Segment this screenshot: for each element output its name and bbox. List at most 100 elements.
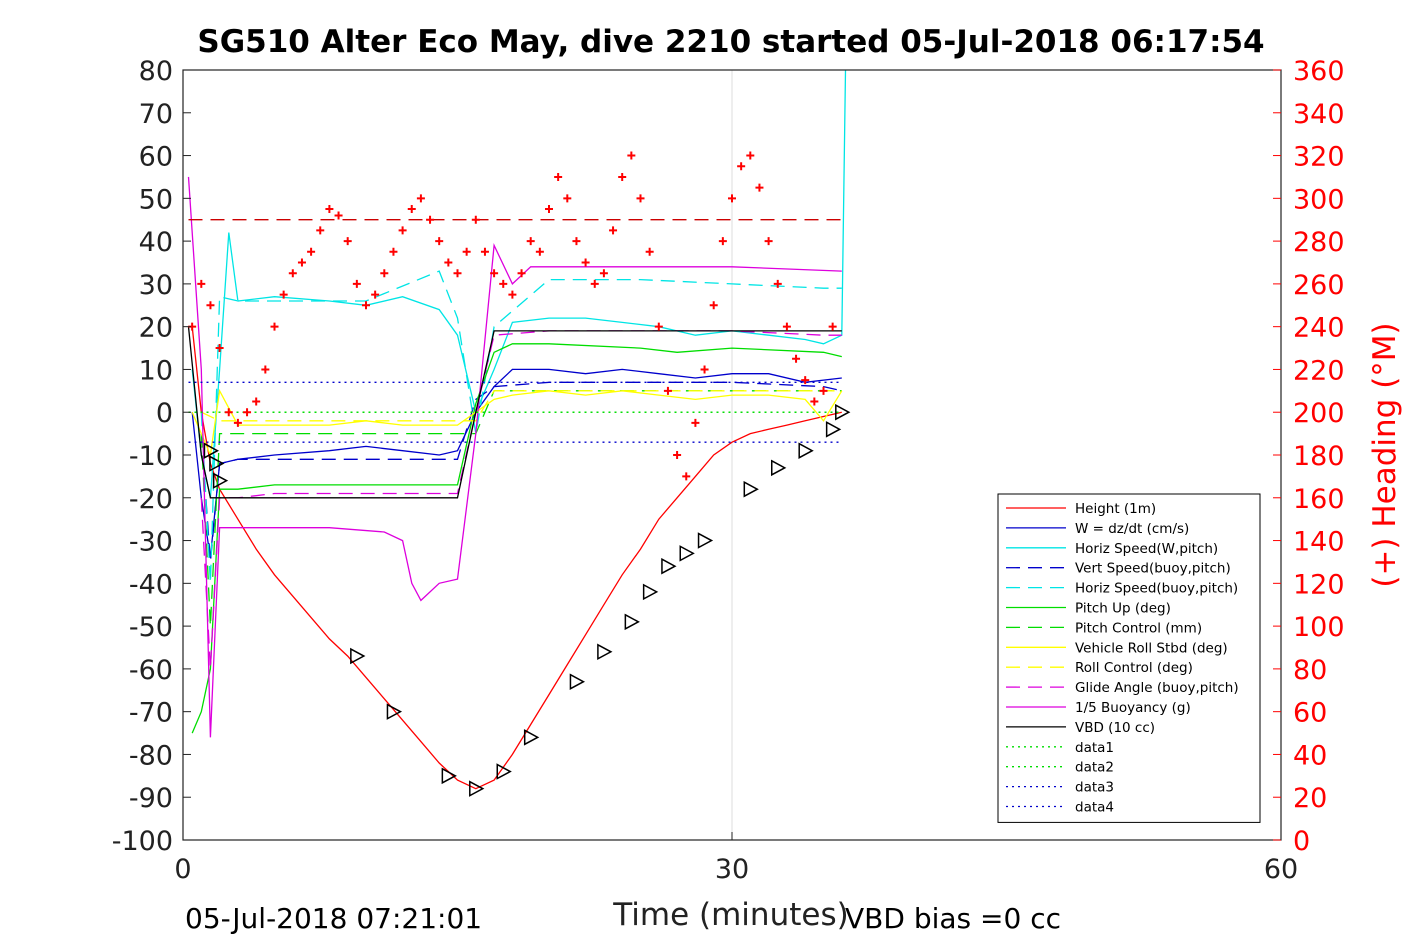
depth-marker [386,703,403,720]
depth-marker [661,557,677,575]
heading-point [526,237,535,246]
heading-point [645,247,654,256]
heading-point [728,194,736,203]
y2-tick-label: 300 [1293,184,1345,215]
y-tick-label: -100 [112,826,173,857]
heading-point [398,226,407,235]
y-tick-label: -30 [129,527,173,558]
legend-label: Horiz Speed(buoy,pitch) [1075,581,1238,597]
depth-marker [569,673,586,690]
legend-label: Glide Angle (buoy,pitch) [1075,680,1239,696]
heading-point [279,290,288,299]
series-line-vehicle-roll-stbd-deg [191,388,843,458]
x-tick-label: 0 [174,854,191,885]
depth-marker [212,472,229,489]
heading-point [709,301,718,310]
heading-point [773,279,782,288]
legend-label: data4 [1075,800,1114,816]
y2-tick-label: 320 [1293,142,1345,173]
depth-marker [743,480,759,498]
y2-tick-label: 180 [1293,441,1345,472]
heading-point [792,354,801,363]
heading-point [215,344,224,353]
heading-point [663,386,672,395]
series-group [187,70,851,797]
depth-marker [679,545,695,562]
depth-marker [496,763,512,780]
heading-point [316,226,325,235]
series-line-vert-speed-buoy-pitch [200,381,842,562]
heading-point [618,172,627,181]
legend-label: VBD (10 cc) [1075,720,1155,736]
series-line-glide-angle-buoy-pitch [200,330,842,669]
x-tick-label: 60 [1264,854,1298,885]
depth-marker [441,767,457,785]
depth-marker [523,729,540,746]
x-axis: 0 30 60 [174,832,1298,885]
depth-marker [597,643,613,661]
depth-marker [771,459,787,477]
depth-marker [835,403,851,421]
depth-marker [825,421,842,438]
depth-marker [203,442,220,459]
series-line-height-1m [191,326,842,790]
heading-point [416,194,425,203]
heading-point [673,451,682,459]
heading-point [435,237,444,246]
heading-point [270,322,279,331]
legend-label: data3 [1075,780,1114,796]
heading-point [810,397,819,406]
heading-point [243,408,252,417]
legend-label: Horiz Speed(W,pitch) [1075,541,1218,557]
depth-marker [798,442,814,459]
y2-tick-label: 340 [1293,99,1345,130]
y2-tick-label: 200 [1293,398,1345,429]
depth-marker [642,583,659,601]
heading-point [691,418,700,427]
heading-point [352,279,361,288]
heading-point [371,290,380,299]
y2-tick-label: 260 [1293,270,1345,301]
heading-point [535,247,544,256]
y2-tick-label: 20 [1293,783,1327,814]
heading-point [471,215,480,224]
depth-marker [350,647,366,665]
y2-tick-label: 120 [1293,569,1345,600]
y-tick-label: -90 [129,783,173,814]
heading-point [426,215,435,224]
heading-point [389,247,398,256]
heading-point [801,376,810,385]
heading-point [700,365,709,374]
heading-point [362,301,370,310]
depth-marker [209,455,225,472]
heading-point [407,205,416,214]
series-line-horiz-speed-w-pitch [191,70,847,498]
y-tick-label: 70 [139,99,173,130]
y-tick-label: -60 [129,655,173,686]
heading-point [746,151,755,160]
y2-tick-label: 360 [1293,56,1345,87]
heading-point [197,279,206,288]
series-line-horiz-speed-buoy-pitch [200,270,842,584]
heading-point [444,258,453,267]
y2-tick-label: 80 [1293,655,1327,686]
y-tick-label: 80 [139,56,173,87]
heading-point [252,397,261,406]
y-tick-label: 10 [139,355,173,386]
heading-point [453,269,462,278]
heading-point [233,418,242,427]
y-tick-label: 20 [139,313,173,344]
y2-tick-label: 160 [1293,484,1345,515]
depth-marker [469,780,485,797]
heading-point [755,183,764,192]
heading-point [627,151,636,160]
heading-point [343,237,352,246]
y2-tick-label: 240 [1293,313,1345,344]
y-tick-label: -20 [129,484,173,515]
heading-point [828,322,837,331]
heading-point [480,247,489,256]
heading-point [737,162,746,171]
chart-title: SG510 Alter Eco May, dive 2210 started 0… [197,24,1264,60]
footer-vbd-bias: VBD bias =0 cc [845,902,1061,935]
